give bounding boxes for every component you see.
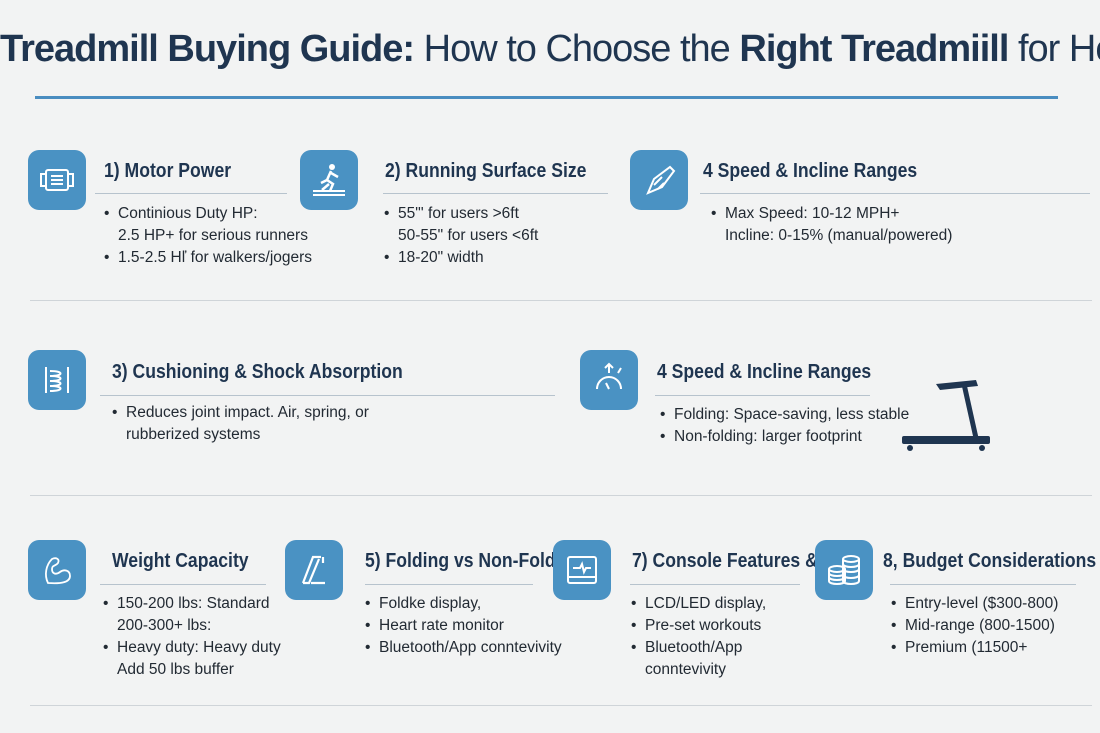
incline-icon bbox=[630, 150, 688, 210]
list-item: Continious Duty HP: bbox=[104, 203, 312, 225]
bullet-list: 150-200 lbs: Standard 200-300+ lbs: Heavy … bbox=[103, 593, 281, 681]
list-item: Max Speed: 10-12 MPH+ bbox=[711, 203, 952, 225]
section-heading: 2) Running Surface Size bbox=[385, 160, 587, 182]
title-part: Treadmill Buying Guide: bbox=[0, 28, 415, 70]
section-heading: 3) Cushioning & Shock Absorption bbox=[112, 361, 403, 383]
section-heading: 1) Motor Power bbox=[104, 160, 232, 182]
folding-icon bbox=[285, 540, 343, 600]
coins-icon bbox=[815, 540, 873, 600]
heading-rule bbox=[100, 395, 555, 396]
list-item: 50-55" for users <6ft bbox=[398, 227, 539, 244]
divider bbox=[30, 495, 1092, 496]
section-heading: Weight Capacity bbox=[112, 550, 249, 572]
list-item: conntevivity bbox=[645, 661, 726, 678]
bullet-list: Reduces joint impact. Air, spring, or rub… bbox=[112, 402, 369, 446]
list-item: Add 50 lbs buffer bbox=[117, 661, 234, 678]
list-item: 55"' for users >6ft bbox=[384, 203, 538, 225]
bullet-list: 55"' for users >6ft 50-55" for users <6ft… bbox=[384, 203, 538, 269]
gauge-icon bbox=[580, 350, 638, 410]
section-heading: 4 Speed & Incline Ranges bbox=[657, 361, 872, 383]
section-heading: 4 Speed & Incline Ranges bbox=[703, 160, 918, 182]
section-heading: 5) Folding vs Non-Folding bbox=[365, 550, 583, 572]
section-heading: 8, Budget Considerations bbox=[883, 550, 1097, 572]
list-item: Folding: Space-saving, less stable bbox=[660, 404, 909, 426]
list-item: Heavy duty: Heavy duty bbox=[103, 637, 281, 659]
heading-rule bbox=[383, 193, 608, 194]
list-item: Bluetooth/App bbox=[631, 637, 766, 659]
bullet-list: LCD/LED display,Pre-set workoutsBluetoot… bbox=[631, 593, 766, 681]
heading-rule bbox=[655, 395, 870, 396]
heading-rule bbox=[95, 193, 287, 194]
list-item: Pre-set workouts bbox=[631, 615, 766, 637]
list-item: Bluetooth/App conntevivity bbox=[365, 637, 562, 659]
spring-icon bbox=[28, 350, 86, 410]
page-title: Treadmill Buying Guide: How to Choose th… bbox=[0, 28, 1100, 71]
section-heading: 7) Console Features & bbox=[632, 550, 818, 572]
heading-rule bbox=[630, 584, 800, 585]
title-rule bbox=[35, 96, 1058, 99]
title-part: for Home Use bbox=[1017, 28, 1100, 70]
bullet-list: Foldke display,Heart rate monitorBluetoo… bbox=[365, 593, 562, 659]
muscle-icon bbox=[28, 540, 86, 600]
treadmill-illustration bbox=[902, 380, 990, 451]
list-item: 1.5-2.5 Hľ for walkers/jogers bbox=[104, 247, 312, 269]
list-item: Premium (11500+ bbox=[891, 637, 1058, 659]
bullet-list: Continious Duty HP: 2.5 HP+ for serious r… bbox=[104, 203, 312, 269]
list-item: Foldke display, bbox=[365, 593, 562, 615]
title-part: Right Treadmiill bbox=[739, 28, 1009, 70]
divider bbox=[30, 705, 1092, 706]
heading-rule bbox=[700, 193, 1090, 194]
list-item: Heart rate monitor bbox=[365, 615, 562, 637]
list-item: Reduces joint impact. Air, spring, or bbox=[112, 402, 369, 424]
divider bbox=[30, 300, 1092, 301]
bullet-list: Entry-level ($300-800)Mid-range (800-150… bbox=[891, 593, 1058, 659]
heading-rule bbox=[100, 584, 266, 585]
list-item: rubberized systems bbox=[126, 426, 261, 443]
heading-rule bbox=[890, 584, 1076, 585]
list-item: 200-300+ lbs: bbox=[117, 617, 212, 634]
list-item: 150-200 lbs: Standard bbox=[103, 593, 281, 615]
list-item: Incline: 0-15% (manual/powered) bbox=[725, 227, 953, 244]
monitor-icon bbox=[553, 540, 611, 600]
heading-rule bbox=[365, 584, 533, 585]
list-item: LCD/LED display, bbox=[631, 593, 766, 615]
bullet-list: Max Speed: 10-12 MPH+ Incline: 0-15% (man… bbox=[711, 203, 952, 247]
list-item: 2.5 HP+ for serious runners bbox=[118, 227, 308, 244]
runner-icon bbox=[300, 150, 358, 210]
list-item: Non-folding: larger footprint bbox=[660, 426, 909, 448]
bullet-list: Folding: Space-saving, less stableNon-fo… bbox=[660, 404, 909, 448]
motor-icon bbox=[28, 150, 86, 210]
list-item: Mid-range (800-1500) bbox=[891, 615, 1058, 637]
title-part: How to Choose the bbox=[423, 28, 731, 70]
list-item: Entry-level ($300-800) bbox=[891, 593, 1058, 615]
list-item: 18-20" width bbox=[384, 247, 538, 269]
